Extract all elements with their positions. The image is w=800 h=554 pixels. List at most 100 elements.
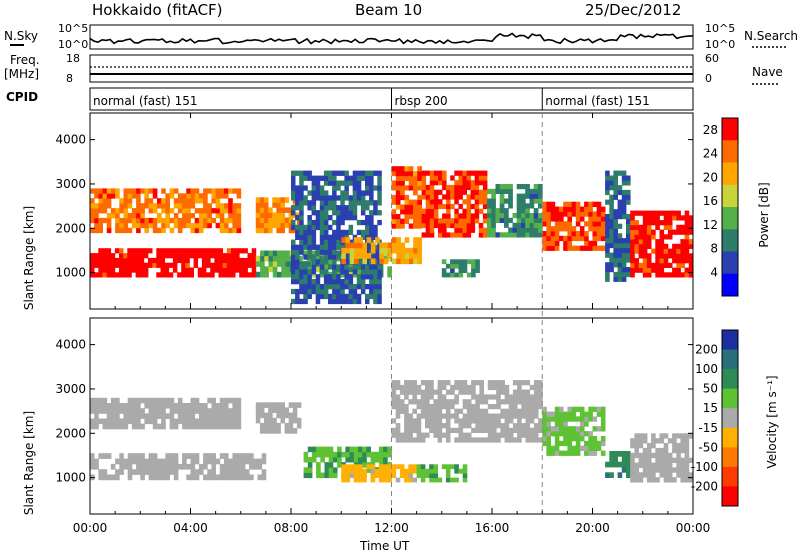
velocity-cell (211, 408, 216, 414)
velocity-cell (115, 413, 120, 419)
power-cell (605, 180, 610, 186)
power-cell (203, 213, 208, 219)
velocity-cell (115, 474, 120, 481)
velocity-cell (383, 477, 388, 483)
velocity-cell (500, 384, 505, 391)
power-cell (156, 253, 161, 259)
velocity-cell (684, 472, 690, 478)
velocity-cell (655, 452, 660, 459)
power-cell (478, 175, 484, 181)
power-cell (579, 235, 585, 242)
power-cell (529, 198, 535, 204)
power-cell (340, 271, 346, 278)
velocity-cell (512, 399, 518, 405)
power-cell (487, 222, 492, 228)
velocity-cell (475, 408, 480, 414)
velocity-cell (663, 462, 669, 468)
power-cell (328, 279, 333, 285)
power-cell (429, 208, 435, 214)
power-cell (605, 252, 610, 258)
power-cell (336, 234, 341, 240)
power-cell (323, 274, 329, 280)
power-cell (575, 206, 581, 212)
power-cell (356, 170, 362, 176)
power-cell (222, 253, 228, 259)
velocity-cell (550, 431, 556, 437)
velocity-cell (404, 394, 409, 400)
velocity-cell (123, 463, 129, 470)
power-cell (417, 185, 422, 191)
noise-panel: N.Sky 10^5 10^0 10^5 10^0 N.Search (4, 22, 798, 51)
velocity-cell (268, 417, 273, 424)
velocity-cell (173, 474, 179, 481)
power-cell (172, 267, 178, 273)
velocity-cell (203, 458, 208, 465)
power-cell (462, 263, 468, 269)
velocity-cell (90, 453, 95, 459)
power-cell (421, 189, 427, 195)
power-cell (409, 253, 414, 259)
power-cell (336, 224, 341, 231)
power-cell (291, 205, 296, 211)
power-cell (626, 228, 631, 234)
power-cell (328, 298, 333, 305)
power-cell (688, 215, 694, 221)
velocity-cell (600, 426, 606, 432)
power-cell (684, 267, 690, 273)
power-cell (655, 224, 660, 230)
power-cell (474, 194, 480, 200)
power-cell (352, 269, 358, 275)
power-cell (94, 217, 99, 224)
velocity-cell (579, 445, 585, 451)
power-cell (144, 217, 149, 224)
velocity-cell (215, 418, 221, 425)
power-cell (621, 242, 627, 249)
velocity-cell (240, 474, 246, 481)
frequency-panel: Freq. [MHz] 18 8 60 0 Nave (4, 52, 783, 85)
power-cell (131, 257, 136, 264)
power-cell (186, 217, 191, 224)
velocity-cell (420, 468, 426, 474)
power-cell (688, 272, 694, 278)
power-cell (259, 227, 265, 234)
power-cell (323, 219, 329, 226)
power-cell (626, 189, 631, 196)
power-cell (218, 257, 223, 264)
velocity-cell (445, 404, 451, 410)
power-cell (332, 288, 337, 295)
power-cell (255, 222, 261, 229)
power-cell (243, 272, 248, 278)
power-cell (655, 262, 660, 268)
power-cell (621, 262, 627, 268)
power-cell (605, 262, 610, 268)
power-cell (575, 235, 581, 242)
power-cell (471, 268, 476, 273)
power-cell (311, 259, 317, 265)
velocity-cell (190, 469, 196, 475)
velocity-cell (119, 408, 124, 414)
power-cell (136, 203, 141, 209)
velocity-cell (408, 380, 413, 386)
power-cell (210, 267, 215, 273)
power-cell (206, 262, 211, 268)
velocity-cell (563, 421, 568, 427)
velocity-cell (445, 423, 451, 429)
velocity-cell (404, 389, 409, 395)
power-cell (369, 195, 374, 201)
power-cell (299, 195, 304, 201)
power-cell (634, 210, 639, 216)
velocity-cell (676, 443, 681, 449)
power-cell (148, 198, 154, 204)
power-cell (516, 227, 522, 233)
velocity-colorbar-swatch (722, 330, 738, 351)
time-axis: 00:00 04:00 08:00 12:00 16:00 20:00 00:00 (73, 113, 710, 535)
velocity-cell (651, 433, 656, 439)
power-cell (299, 215, 304, 221)
noise-sky-label: N.Sky (4, 29, 38, 43)
velocity-cell (512, 404, 518, 410)
velocity-cell (441, 464, 447, 470)
velocity-cell (110, 408, 116, 414)
velocity-cell (395, 413, 401, 419)
power-cell (356, 259, 362, 265)
power-y-tick-label: 4000 (55, 133, 86, 147)
